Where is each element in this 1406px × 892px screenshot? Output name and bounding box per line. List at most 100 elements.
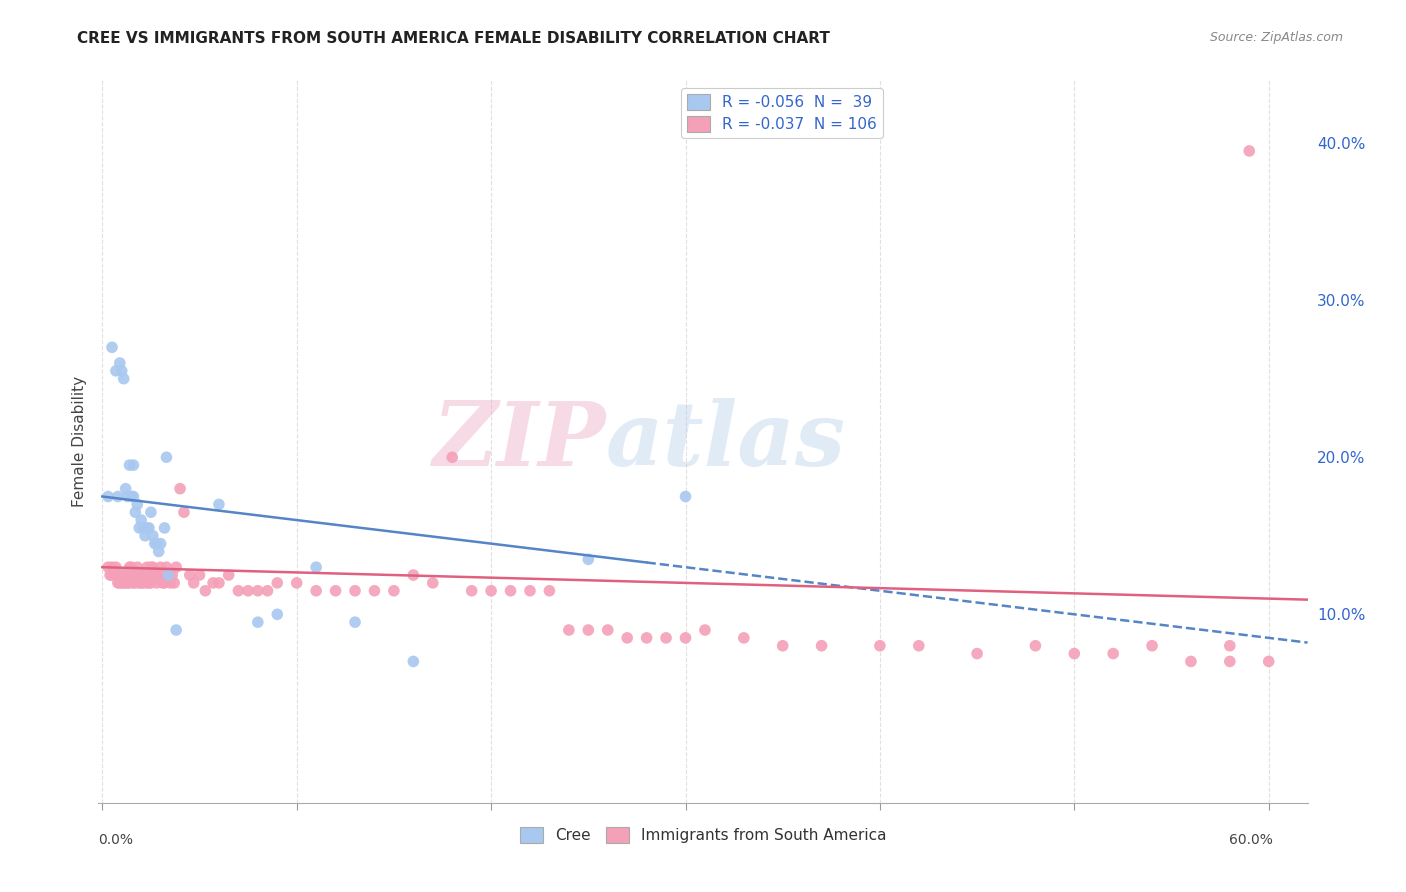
Point [143, 568, 166, 582]
Point [173, 505, 195, 519]
Point [675, 490, 697, 504]
Point [148, 568, 170, 582]
Point [104, 364, 127, 378]
Point [107, 490, 129, 504]
Point [139, 575, 162, 590]
Point [155, 450, 177, 465]
Point [118, 458, 141, 472]
Point [155, 560, 177, 574]
Point [218, 568, 240, 582]
Point [305, 583, 328, 598]
Point [202, 575, 225, 590]
Point [907, 639, 929, 653]
Point [127, 560, 149, 574]
Point [142, 560, 165, 574]
Point [733, 631, 755, 645]
Point [143, 536, 166, 550]
Point [266, 575, 288, 590]
Point [236, 583, 259, 598]
Point [1219, 639, 1241, 653]
Point [1024, 639, 1046, 653]
Point [118, 575, 141, 590]
Legend: Cree, Immigrants from South America: Cree, Immigrants from South America [513, 822, 893, 849]
Point [114, 575, 136, 590]
Point [441, 450, 464, 465]
Point [142, 529, 165, 543]
Point [246, 583, 269, 598]
Point [675, 631, 697, 645]
Point [122, 458, 145, 472]
Point [97, 490, 120, 504]
Point [1257, 655, 1279, 669]
Point [558, 623, 581, 637]
Point [108, 568, 131, 582]
Point [636, 631, 658, 645]
Point [157, 568, 180, 582]
Point [1239, 144, 1261, 158]
Point [165, 623, 187, 637]
Point [112, 568, 135, 582]
Point [98, 568, 121, 582]
Point [111, 568, 134, 582]
Point [136, 560, 159, 574]
Point [121, 560, 143, 574]
Point [169, 482, 191, 496]
Point [127, 568, 149, 582]
Text: ZIP: ZIP [433, 399, 606, 484]
Point [157, 568, 180, 582]
Point [104, 560, 127, 574]
Point [121, 490, 143, 504]
Point [325, 583, 347, 598]
Point [136, 575, 159, 590]
Text: atlas: atlas [606, 399, 846, 484]
Point [382, 583, 405, 598]
Point [117, 568, 139, 582]
Point [101, 568, 124, 582]
Point [538, 583, 561, 598]
Point [134, 529, 156, 543]
Point [132, 521, 155, 535]
Point [145, 568, 167, 582]
Point [256, 583, 278, 598]
Point [145, 575, 167, 590]
Point [576, 623, 599, 637]
Point [138, 568, 160, 582]
Point [285, 575, 308, 590]
Point [246, 615, 269, 630]
Point [153, 575, 176, 590]
Point [344, 615, 367, 630]
Point [363, 583, 385, 598]
Point [101, 560, 124, 574]
Point [1102, 647, 1125, 661]
Point [112, 575, 135, 590]
Point [145, 536, 167, 550]
Point [122, 490, 145, 504]
Point [1140, 639, 1163, 653]
Point [596, 623, 619, 637]
Point [152, 575, 174, 590]
Point [208, 497, 231, 511]
Point [122, 575, 145, 590]
Point [149, 536, 172, 550]
Point [165, 560, 187, 574]
Point [114, 482, 136, 496]
Point [499, 583, 522, 598]
Point [114, 568, 136, 582]
Point [118, 560, 141, 574]
Point [108, 356, 131, 370]
Point [124, 505, 146, 519]
Point [305, 560, 328, 574]
Point [194, 583, 217, 598]
Point [136, 521, 159, 535]
Point [616, 631, 638, 645]
Point [228, 583, 250, 598]
Point [97, 560, 120, 574]
Point [266, 607, 288, 622]
Point [108, 575, 131, 590]
Point [1219, 655, 1241, 669]
Point [139, 560, 162, 574]
Point [111, 575, 134, 590]
Point [772, 639, 794, 653]
Point [129, 568, 152, 582]
Point [693, 623, 716, 637]
